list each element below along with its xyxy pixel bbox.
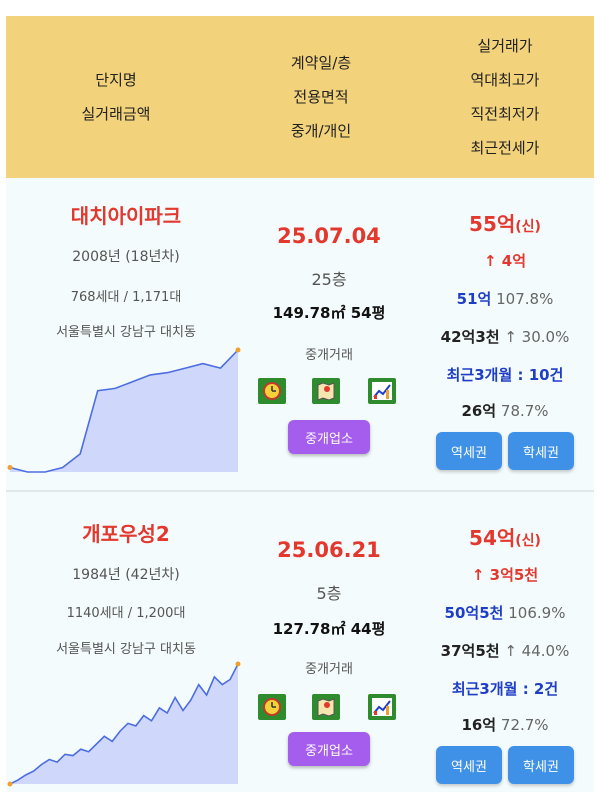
school-area-button[interactable]: 학세권 <box>508 746 574 784</box>
header-real-price: 실거래가 <box>477 37 533 55</box>
trend-line <box>9 663 239 785</box>
prev-low-pct: ↑ 30.0% <box>504 328 570 346</box>
new-high-tag: (신) <box>515 533 541 549</box>
trend-area <box>10 664 238 784</box>
deal-price: 54억(신) <box>416 522 594 551</box>
all-time-high-pct: 107.8% <box>496 290 554 308</box>
complex-name[interactable]: 개포우성2 <box>82 522 170 546</box>
prev-low: 42억3천 ↑ 30.0% <box>416 326 594 347</box>
jeonse-value: 16억 <box>461 716 497 734</box>
clock-icon[interactable] <box>258 694 286 720</box>
deal-type: 중개거래 <box>305 348 353 363</box>
new-high-tag: (신) <box>515 219 541 235</box>
household-parking: 768세대 / 1,171대 <box>70 290 182 305</box>
floor: 5층 <box>316 584 342 603</box>
station-area-button[interactable]: 역세권 <box>436 746 502 784</box>
exclusive-area: 149.78㎡ 54평 <box>272 304 386 322</box>
build-year: 1984년 (42년차) <box>72 567 180 583</box>
recent-jeonse: 26억 78.7% <box>416 400 594 421</box>
build-year: 2008년 (18년차) <box>72 249 180 265</box>
prev-low-pct: ↑ 44.0% <box>504 642 570 660</box>
header-recent-jeonse: 최근전세가 <box>470 139 540 157</box>
price-trend-chart <box>7 347 241 473</box>
recent-jeonse: 16억 72.7% <box>416 714 594 735</box>
header-deal-amount: 실거래금액 <box>81 105 151 123</box>
price-change: ↑ 4억 <box>483 252 527 270</box>
chart-icon[interactable] <box>368 378 396 404</box>
header-col-complex: 단지명 실거래금액 <box>6 16 226 178</box>
deal-price-value: 55억 <box>469 212 516 236</box>
header-contract-date-floor: 계약일/층 <box>290 54 352 72</box>
deal-price-value: 54억 <box>469 526 516 550</box>
prev-low-value: 42억3천 <box>440 328 500 346</box>
all-time-high: 51억 107.8% <box>416 288 594 309</box>
broker-button[interactable]: 중개업소 <box>288 420 370 454</box>
prev-low: 37억5천 ↑ 44.0% <box>416 640 594 661</box>
prev-low-value: 37억5천 <box>440 642 500 660</box>
all-time-high-value: 51억 <box>456 290 492 308</box>
floor: 25층 <box>311 270 347 289</box>
recent-deals-count: 최근3개월 : 10건 <box>446 366 564 384</box>
header-col-contract: 계약일/층 전용면적 중개/개인 <box>226 16 416 178</box>
broker-button[interactable]: 중개업소 <box>288 732 370 766</box>
map-icon[interactable] <box>312 378 340 404</box>
deal-price: 55억(신) <box>416 208 594 237</box>
contract-date: 25.07.04 <box>277 224 381 248</box>
listing-card[interactable]: 개포우성2 1984년 (42년차) 1140세대 / 1,200대 서울특별시… <box>6 492 594 792</box>
header-deal-type: 중개/개인 <box>290 122 352 140</box>
row-divider <box>6 490 594 492</box>
header-all-time-high: 역대최고가 <box>470 71 540 89</box>
price-change: ↑ 3억5천 <box>471 566 539 584</box>
contract-date: 25.06.21 <box>277 538 381 562</box>
clock-icon[interactable] <box>258 378 286 404</box>
jeonse-pct: 72.7% <box>500 716 549 734</box>
header-col-price: 실거래가 역대최고가 직전최저가 최근전세가 <box>416 16 594 178</box>
household-parking: 1140세대 / 1,200대 <box>66 606 186 621</box>
trend-endpoint <box>7 464 13 470</box>
jeonse-pct: 78.7% <box>500 402 549 420</box>
school-area-button[interactable]: 학세권 <box>508 432 574 470</box>
all-time-high-value: 50억5천 <box>444 604 504 622</box>
trend-endpoint <box>7 781 13 787</box>
deal-type: 중개거래 <box>305 662 353 677</box>
listing-card[interactable]: 대치아이파크 2008년 (18년차) 768세대 / 1,171대 서울특별시… <box>6 178 594 490</box>
header-area: 전용면적 <box>293 88 349 106</box>
complex-name[interactable]: 대치아이파크 <box>70 204 182 228</box>
table-header: 단지명 실거래금액 계약일/층 전용면적 중개/개인 실거래가 역대최고가 직전… <box>6 16 594 178</box>
all-time-high-pct: 106.9% <box>508 604 566 622</box>
chart-icon[interactable] <box>368 694 396 720</box>
price-trend-chart <box>7 661 241 787</box>
recent-deals-count: 최근3개월 : 2건 <box>451 680 559 698</box>
jeonse-value: 26억 <box>461 402 497 420</box>
header-complex-name: 단지명 <box>95 71 137 89</box>
trend-endpoint <box>235 661 241 667</box>
trend-line <box>9 349 239 473</box>
exclusive-area: 127.78㎡ 44평 <box>272 620 386 638</box>
address: 서울특별시 강남구 대치동 <box>56 325 196 340</box>
station-area-button[interactable]: 역세권 <box>436 432 502 470</box>
trend-endpoint <box>235 347 241 353</box>
all-time-high: 50억5천 106.9% <box>416 602 594 623</box>
trend-area <box>10 350 238 472</box>
map-icon[interactable] <box>312 694 340 720</box>
header-prev-low: 직전최저가 <box>470 105 540 123</box>
address: 서울특별시 강남구 대치동 <box>56 642 196 657</box>
